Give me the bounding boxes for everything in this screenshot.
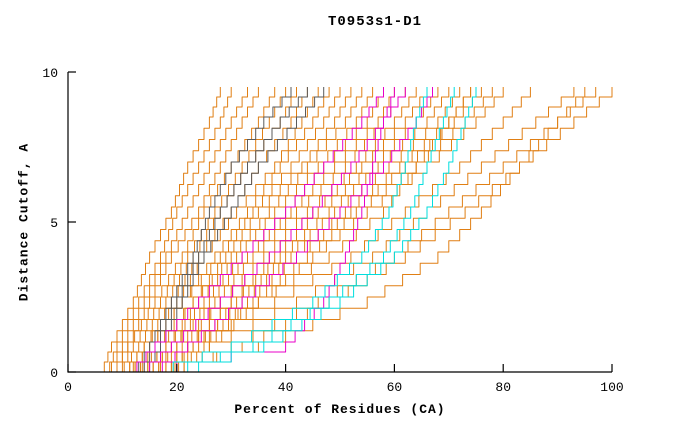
model-curve-highlight-models-magenta <box>149 87 433 373</box>
model-curve-server-models-orange <box>106 87 232 373</box>
y-tick-label: 10 <box>42 66 58 81</box>
model-curve-server-models-orange <box>111 87 276 373</box>
x-tick-label: 100 <box>600 380 623 395</box>
model-curve-reference-models-gray <box>138 87 308 373</box>
y-tick-label: 5 <box>50 216 58 231</box>
y-axis-label: Distance Cutoff, A <box>16 142 32 302</box>
x-tick-label: 20 <box>169 380 185 395</box>
x-axis-label: Percent of Residues (CA) <box>234 402 446 417</box>
model-curve-highlight-models-magenta <box>127 87 384 373</box>
model-curve-highlight-models-cyan <box>165 87 477 373</box>
y-tick-label: 0 <box>50 366 58 381</box>
x-tick-label: 60 <box>387 380 403 395</box>
x-tick-label: 40 <box>278 380 294 395</box>
x-tick-label: 80 <box>495 380 511 395</box>
model-curve-server-models-orange <box>106 87 248 373</box>
model-curve-server-models-orange <box>100 87 221 373</box>
x-tick-label: 0 <box>64 380 72 395</box>
model-curve-highlight-models-magenta <box>138 87 406 373</box>
model-curve-highlight-models-cyan <box>144 87 428 373</box>
chart-title: T0953s1-D1 <box>327 14 423 30</box>
model-curve-reference-models-gray <box>133 87 292 373</box>
